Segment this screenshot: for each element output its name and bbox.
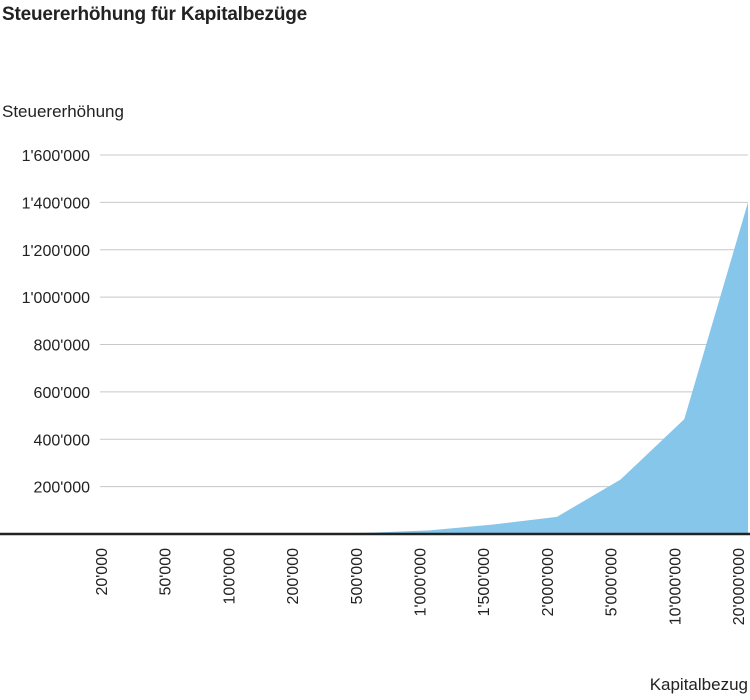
series-area-fill <box>111 202 748 534</box>
x-tick-label: 5'000'000 <box>604 548 621 617</box>
y-tick-labels: 200'000 400'000 600'000 800'000 1'000'000 1'2… <box>22 148 91 497</box>
y-tick-label: 1'000'000 <box>22 290 91 307</box>
x-axis-label: Kapitalbezug <box>649 675 748 694</box>
y-tick-label: 1'400'000 <box>22 195 91 212</box>
y-tick-label: 1'200'000 <box>22 243 91 260</box>
x-tick-label: 1'500'000 <box>476 548 493 617</box>
y-tick-label: 1'600'000 <box>22 148 91 165</box>
x-tick-label: 100'000 <box>221 548 238 605</box>
chart-title: Steuererhöhung für Kapitalbezüge <box>2 4 308 25</box>
y-tick-label: 400'000 <box>34 432 91 449</box>
y-axis-label: Steuererhöhung <box>2 102 124 121</box>
x-tick-label: 20'000'000 <box>731 548 748 625</box>
x-tick-label: 500'000 <box>349 548 366 605</box>
y-tick-label: 200'000 <box>34 480 91 497</box>
x-tick-label: 200'000 <box>285 548 302 605</box>
gridlines <box>100 154 748 488</box>
x-tick-label: 2'000'000 <box>540 548 557 617</box>
x-tick-label: 20'000 <box>94 548 111 596</box>
x-tick-label: 1'000'000 <box>413 548 430 617</box>
y-tick-label: 800'000 <box>34 338 91 355</box>
x-tick-labels: 20'000 50'000 100'000 200'000 500'000 1'000'0… <box>94 548 748 625</box>
x-tick-label: 10'000'000 <box>667 548 684 625</box>
series-area <box>0 202 750 536</box>
x-tick-label: 50'000 <box>158 548 175 596</box>
y-tick-label: 600'000 <box>34 385 91 402</box>
